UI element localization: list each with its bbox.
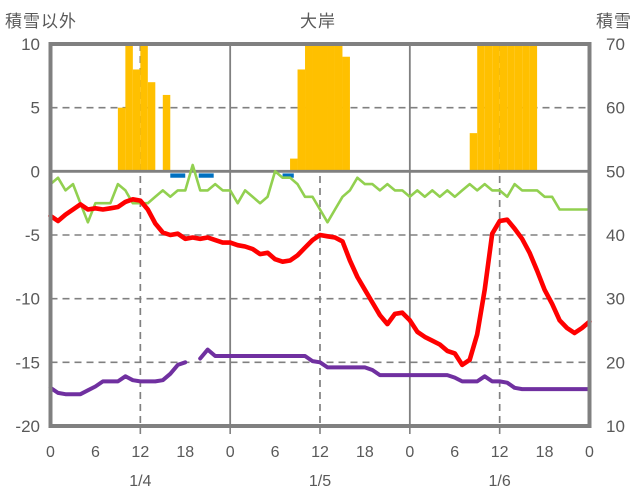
right-axis-title: 積雪 <box>596 12 632 31</box>
snowfall-bar <box>140 44 148 172</box>
x-axis-hour-label: 6 <box>91 444 100 461</box>
right-axis-tick-label: 40 <box>606 226 625 245</box>
temperature-line-red <box>48 197 592 368</box>
snowfall-bar <box>334 44 343 172</box>
x-axis-date-label: 1/5 <box>309 473 331 490</box>
chart-title: 大岸 <box>300 12 336 31</box>
snowfall-bar <box>522 44 530 172</box>
snowfall-bar <box>514 44 523 172</box>
x-axis-hour-label: 0 <box>46 444 55 461</box>
snowfall-bar <box>327 44 335 172</box>
snowfall-bar <box>484 44 493 172</box>
x-axis-hour-label: 12 <box>311 444 329 461</box>
snowfall-bar <box>162 94 171 172</box>
left-axis-tick-label: 10 <box>21 35 40 54</box>
x-axis-hour-label: 18 <box>536 444 554 461</box>
snowfall-bar <box>132 69 141 172</box>
temperature-line-purple <box>48 347 592 397</box>
left-axis-title: 積雪以外 <box>5 12 77 31</box>
x-axis-date-label: 1/4 <box>129 473 151 490</box>
blue-dash-segment <box>282 173 294 178</box>
left-axis-tick-label: 5 <box>31 99 40 118</box>
snowfall-bar <box>117 107 126 172</box>
snowfall-bar <box>477 44 485 172</box>
snowfall-bar <box>312 44 320 172</box>
left-axis-tick-label: -20 <box>15 417 40 436</box>
right-axis-tick-label: 70 <box>606 35 625 54</box>
blue-dash-segment <box>170 173 186 178</box>
right-axis-tick-label: 30 <box>606 290 625 309</box>
snowfall-bar <box>290 158 298 172</box>
snowfall-bar <box>125 44 133 172</box>
left-axis-tick-label: -15 <box>15 353 40 372</box>
snowfall-bar <box>499 44 508 172</box>
snowfall-bar <box>529 44 538 172</box>
x-axis-hour-label: 0 <box>585 444 594 461</box>
snowfall-bar <box>469 133 478 172</box>
x-axis-hour-label: 0 <box>226 444 235 461</box>
plot-border <box>48 42 592 428</box>
x-axis-date-label: 1/6 <box>489 473 511 490</box>
x-axis-hour-label: 18 <box>356 444 374 461</box>
right-axis-tick-label: 60 <box>606 99 625 118</box>
x-axis-hour-label: 12 <box>131 444 149 461</box>
x-axis-hour-label: 12 <box>491 444 509 461</box>
left-axis-tick-label: -10 <box>15 290 40 309</box>
right-axis-tick-label: 20 <box>606 353 625 372</box>
blue-dash-segment <box>198 173 214 178</box>
snowfall-bar <box>305 44 313 172</box>
snowfall-bar <box>147 82 156 172</box>
left-axis-tick-label: 0 <box>31 162 40 181</box>
snowfall-bar <box>492 44 500 172</box>
right-axis-tick-label: 50 <box>606 162 625 181</box>
x-axis-hour-label: 0 <box>405 444 414 461</box>
left-axis-tick-label: -5 <box>25 226 40 245</box>
snowfall-bar <box>342 56 350 172</box>
snowfall-bar <box>507 44 515 172</box>
x-axis-hour-label: 6 <box>450 444 459 461</box>
snowfall-bar <box>297 69 306 172</box>
x-axis-hour-label: 18 <box>176 444 194 461</box>
snowfall-bar <box>320 44 328 172</box>
x-axis-hour-label: 6 <box>271 444 280 461</box>
right-axis-tick-label: 10 <box>606 417 625 436</box>
